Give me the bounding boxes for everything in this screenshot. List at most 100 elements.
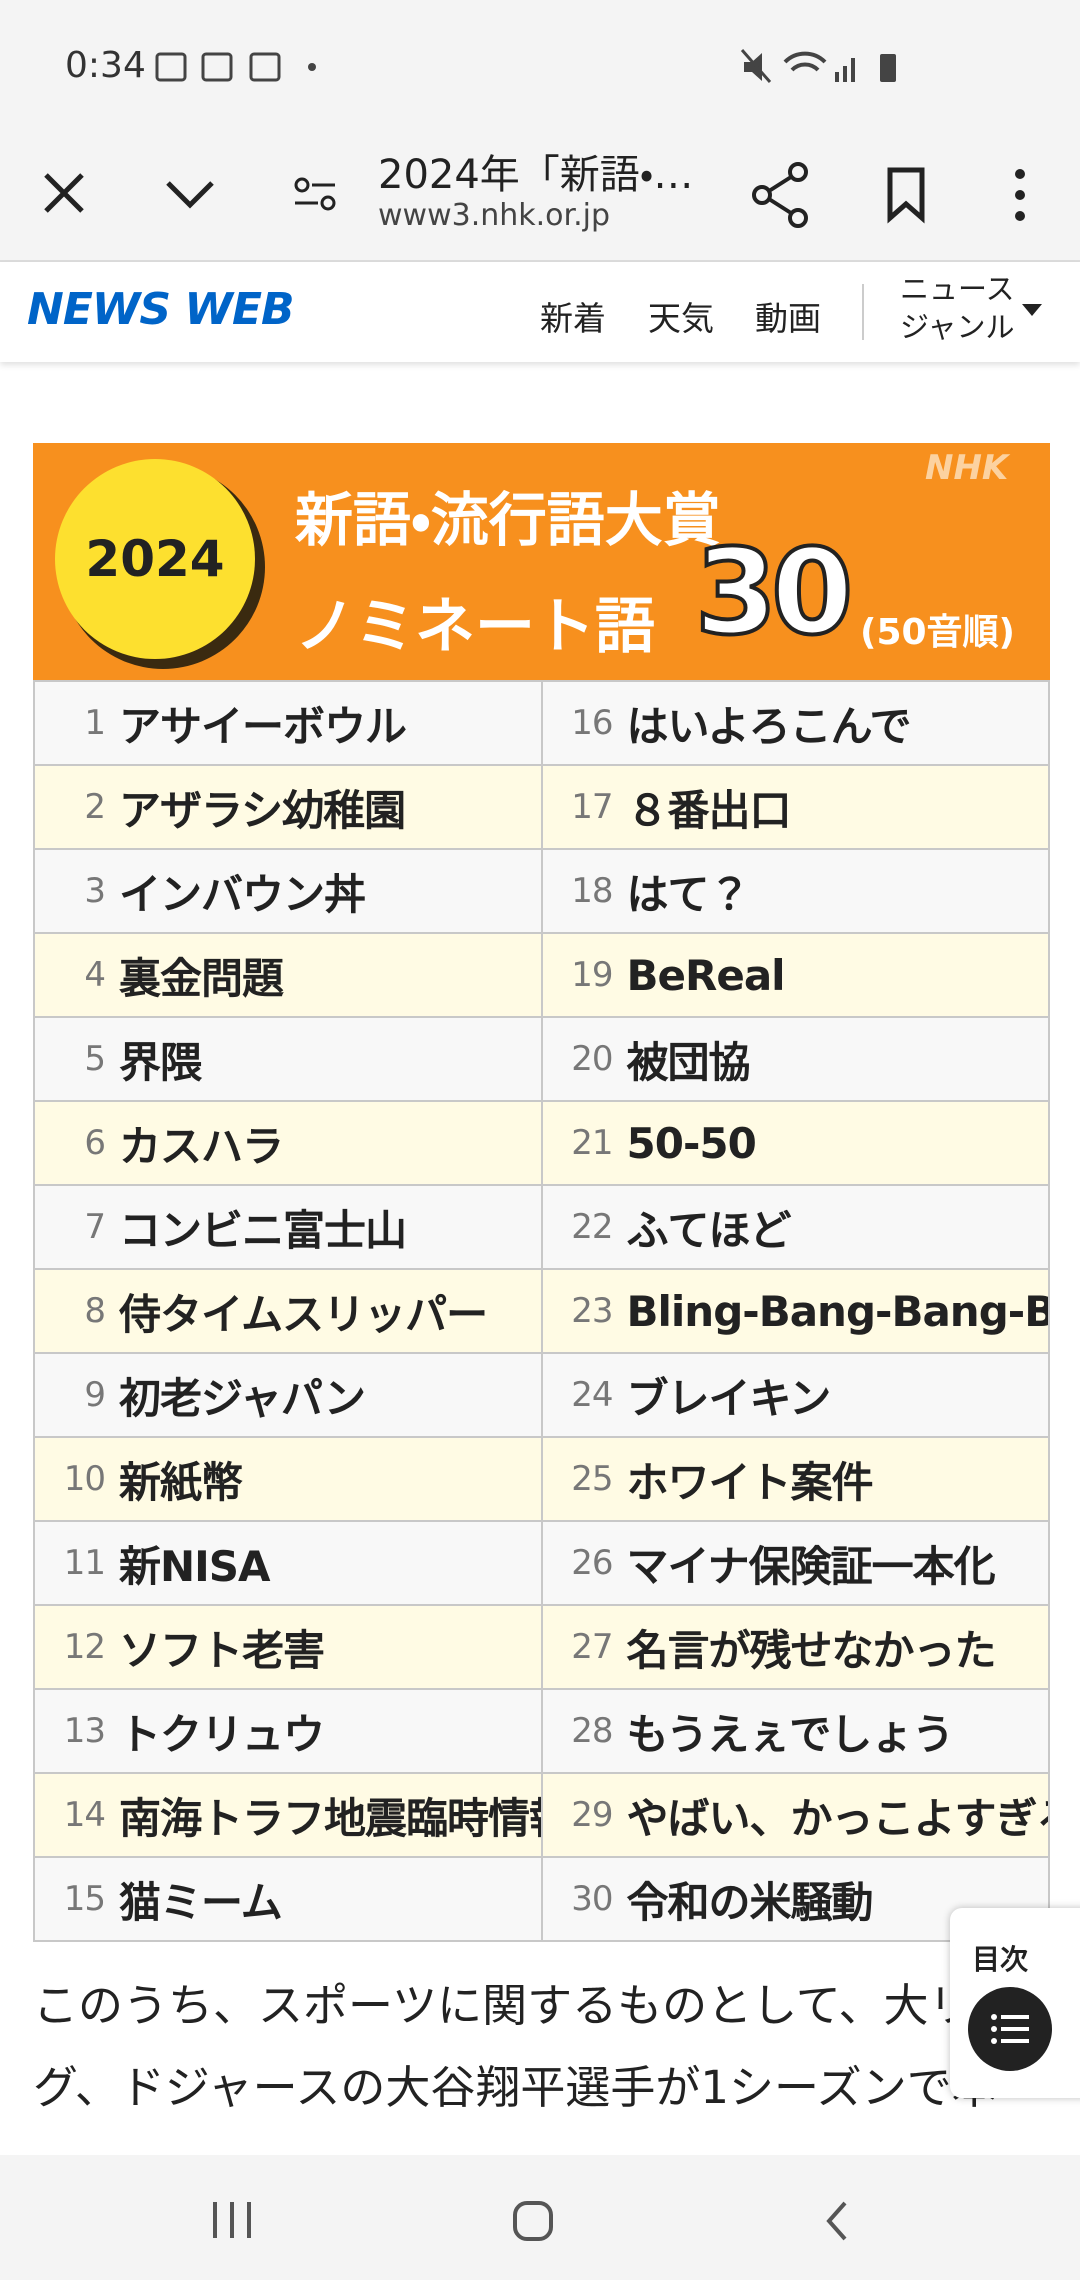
site-logo[interactable]: NEWS WEB <box>27 284 295 335</box>
page-title: 2024年「新語・… <box>378 152 694 198</box>
banner: NHK 2024 新語・流行語大賞 ノミネート語 30 (50音順) <box>33 443 1050 680</box>
nominee-word: やばい、かっこよすぎる俺 <box>622 1772 1050 1858</box>
table-row: 9 初老ジャパン 24 ブレイキン <box>33 1352 1050 1438</box>
nominee-word: 界隈 <box>115 1016 543 1102</box>
nominee-number: 29 <box>540 1772 623 1858</box>
table-row: 5 界隈 20 被団協 <box>33 1016 1050 1102</box>
nominee-number: 15 <box>33 1856 115 1942</box>
nominee-number: 14 <box>33 1772 115 1858</box>
toolbar-left-icons[interactable] <box>40 165 370 225</box>
system-nav-bar <box>0 2155 1080 2280</box>
nominee-word: マイナ保険証一本化 <box>622 1520 1050 1606</box>
nominee-word: インバウン丼 <box>115 848 543 934</box>
nominee-number: 17 <box>540 764 623 850</box>
nominee-word: カスハラ <box>115 1100 543 1186</box>
text-line: このうち、スポーツに関するものとして、大リー <box>33 1979 1019 2032</box>
nominee-number: 25 <box>540 1436 623 1522</box>
divider <box>862 284 864 340</box>
toc-icon <box>968 1987 1052 2071</box>
table-row: 7 コンビニ富士山 22 ふてほど <box>33 1184 1050 1270</box>
nav-item[interactable]: 動画 <box>755 299 821 338</box>
nominee-word: 猫ミーム <box>115 1856 543 1942</box>
nominee-word: コンビニ富士山 <box>115 1184 543 1270</box>
nominee-word: 名言が残せなかった <box>622 1604 1050 1690</box>
genre-line: ジャンル <box>900 310 1015 344</box>
nominee-word: BeReal <box>622 932 1050 1018</box>
browser-toolbar: 2024年「新語・… www3.nhk.or.jp <box>0 130 1080 262</box>
page-domain: www3.nhk.or.jp <box>378 198 611 233</box>
nav-item[interactable]: 天気 <box>648 299 714 338</box>
nominee-word: 裏金問題 <box>115 932 543 1018</box>
nominee-number: 3 <box>33 848 115 934</box>
banner-note: (50音順) <box>860 612 1016 653</box>
banner-subtitle: ノミネート語 <box>295 592 655 662</box>
nominee-number: 6 <box>33 1100 115 1186</box>
nominee-word: はて？ <box>622 848 1050 934</box>
nominee-number: 19 <box>540 932 623 1018</box>
nominee-word: もうえぇでしょう <box>622 1688 1050 1774</box>
nominee-word: 初老ジャパン <box>115 1352 543 1438</box>
nominee-word: 新NISA <box>115 1520 543 1606</box>
text-line: グ、ドジャースの大谷翔平選手が1シーズンで本 <box>33 2061 997 2114</box>
genre-line: ニュース <box>900 272 1015 306</box>
nominee-word: Bling-Bang-Bang-Born <box>622 1268 1050 1354</box>
year-badge: 2024 <box>55 459 255 659</box>
site-header: NEWS WEB 新着 天気 動画 ニュース ジャンル <box>0 262 1080 362</box>
nominee-number: 27 <box>540 1604 623 1690</box>
table-row: 11 新NISA 26 マイナ保険証一本化 <box>33 1520 1050 1606</box>
nominee-number: 23 <box>540 1268 623 1354</box>
nominee-number: 26 <box>540 1520 623 1606</box>
table-row: 6 カスハラ 21 50-50 <box>33 1100 1050 1186</box>
nominee-number: 12 <box>33 1604 115 1690</box>
nominee-number: 5 <box>33 1016 115 1102</box>
brand: NHK <box>925 448 1009 488</box>
table-row: 15 猫ミーム 30 令和の米騒動 <box>33 1856 1050 1942</box>
table-row: 10 新紙幣 25 ホワイト案件 <box>33 1436 1050 1522</box>
nav-icons[interactable] <box>0 2155 1080 2280</box>
nominee-number: 18 <box>540 848 623 934</box>
article-text: このうち、スポーツに関するものとして、大リー グ、ドジャースの大谷翔平選手が1シ… <box>33 1965 1073 2155</box>
clock: 0:34 <box>65 45 146 86</box>
nominee-number: 21 <box>540 1100 623 1186</box>
toc-label: 目次 <box>971 1943 1028 1976</box>
nav-item[interactable]: 新着 <box>540 299 606 338</box>
nominee-number: 2 <box>33 764 115 850</box>
nominee-number: 4 <box>33 932 115 1018</box>
genre-menu[interactable]: ニュース ジャンル <box>900 270 1015 346</box>
table-row: 12 ソフト老害 27 名言が残せなかった <box>33 1604 1050 1690</box>
nominee-number: 20 <box>540 1016 623 1102</box>
table-row: 2 アザラシ幼稚園 17 ８番出口 <box>33 764 1050 850</box>
table-row: 3 インバウン丼 18 はて？ <box>33 848 1050 934</box>
nominee-number: 9 <box>33 1352 115 1438</box>
nominee-number: 16 <box>540 680 623 766</box>
nominee-word: ８番出口 <box>622 764 1050 850</box>
banner-count: 30 <box>693 521 855 663</box>
notification-icons <box>155 52 316 82</box>
nominee-number: 7 <box>33 1184 115 1270</box>
nominee-word: アサイーボウル <box>115 680 543 766</box>
nominee-word: 被団協 <box>622 1016 1050 1102</box>
nominee-number: 30 <box>540 1856 623 1942</box>
nominee-word: 侍タイムスリッパー <box>115 1268 543 1354</box>
nominee-number: 1 <box>33 680 115 766</box>
toolbar-right-icons[interactable] <box>750 160 1060 230</box>
nominee-number: 22 <box>540 1184 623 1270</box>
banner-title: 新語・流行語大賞 <box>295 486 721 554</box>
toc-button[interactable]: 目次 <box>950 1908 1080 2098</box>
nominee-number: 13 <box>33 1688 115 1774</box>
nominee-table: 1 アサイーボウル 16 はいよろこんで 2 アザラシ幼稚園 17 ８番出口 3 インバウン丼 18… <box>33 680 1050 1942</box>
table-row: 1 アサイーボウル 16 はいよろこんで <box>33 680 1050 766</box>
nominee-number: 24 <box>540 1352 623 1438</box>
nominee-word: 南海トラフ地震臨時情報 <box>115 1772 543 1858</box>
nominee-word: 50-50 <box>622 1100 1050 1186</box>
status-bar: 0:34 <box>0 0 1080 130</box>
nominee-number: 11 <box>33 1520 115 1606</box>
system-icons <box>740 49 896 83</box>
nominee-word: ブレイキン <box>622 1352 1050 1438</box>
table-row: 4 裏金問題 19 BeReal <box>33 932 1050 1018</box>
nominee-number: 28 <box>540 1688 623 1774</box>
